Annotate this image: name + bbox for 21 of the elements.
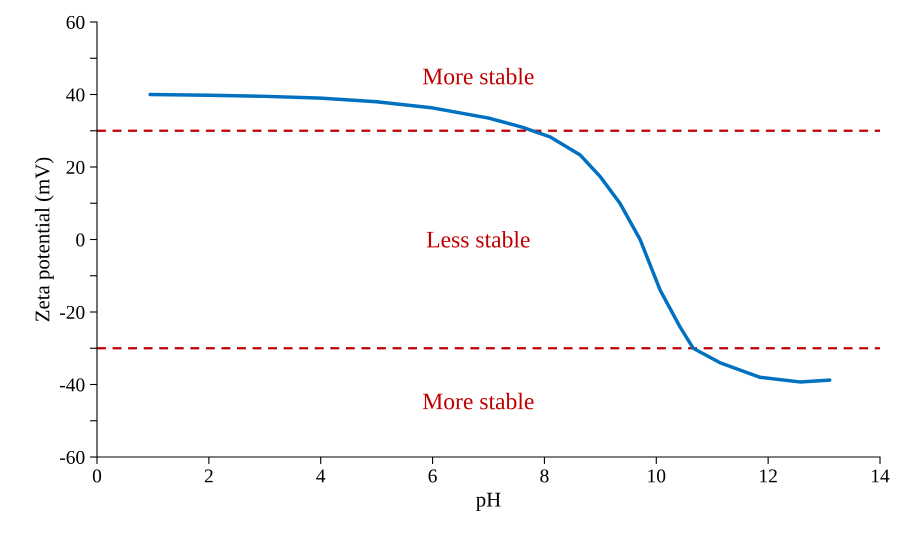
y-axis-title: Zeta potential (mV) xyxy=(34,158,54,322)
x-tick-label: 4 xyxy=(316,470,326,482)
y-tick-label: 0 xyxy=(76,233,84,246)
x-tick-label: 0 xyxy=(92,469,102,482)
y-tick-label: 20 xyxy=(66,160,84,174)
annotation: More stable xyxy=(422,392,534,410)
x-axis-title: pH xyxy=(476,492,501,511)
y-tick-label: 40 xyxy=(66,88,84,102)
line-series xyxy=(148,92,832,384)
annotation: Less stable xyxy=(426,230,530,248)
y-tick-label: 60 xyxy=(66,16,84,29)
y-tick-label: -60 xyxy=(60,450,84,464)
x-tick-label: 14 xyxy=(872,469,890,482)
x-tick-label: 6 xyxy=(428,469,437,482)
x-tick-label: 12 xyxy=(760,469,777,482)
annotation: More stable xyxy=(422,68,534,84)
x-tick-label: 2 xyxy=(204,469,213,482)
y-tick-label: -20 xyxy=(60,306,84,319)
x-tick-label: 8 xyxy=(540,469,549,482)
x-tick-label: 10 xyxy=(648,469,666,482)
y-tick-label: -40 xyxy=(60,378,84,392)
